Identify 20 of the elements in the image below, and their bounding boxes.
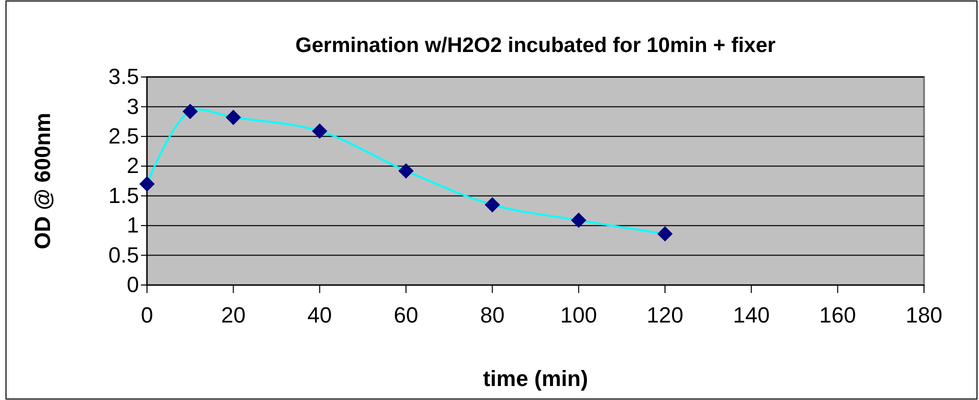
- x-tick-label: 20: [221, 302, 246, 328]
- x-axis-title: time (min): [482, 366, 588, 391]
- x-tick-label: 100: [560, 302, 598, 328]
- x-tick-label: 180: [906, 302, 942, 328]
- y-tick-label: 3: [126, 94, 139, 119]
- y-tick-label: 0: [126, 272, 139, 298]
- y-tick-label: 1.5: [108, 182, 139, 208]
- y-axis-title: OD @ 600nm: [30, 112, 55, 250]
- y-tick-label: 2.5: [108, 123, 139, 148]
- x-tick-label: 80: [480, 302, 505, 328]
- y-tick-label: 3.5: [108, 64, 139, 90]
- x-tick-label: 140: [732, 302, 770, 328]
- y-tick-label: 1: [126, 212, 139, 238]
- x-tick-label: 120: [646, 302, 684, 328]
- x-tick-label: 60: [394, 302, 418, 328]
- y-tick-label: 0.5: [108, 242, 139, 268]
- x-tick-label: 160: [819, 302, 856, 328]
- x-tick-label: 40: [307, 302, 332, 328]
- y-tick-label: 2: [126, 153, 139, 178]
- chart-title: Germination w/H2O2 incubated for 10min + fixer: [295, 34, 776, 57]
